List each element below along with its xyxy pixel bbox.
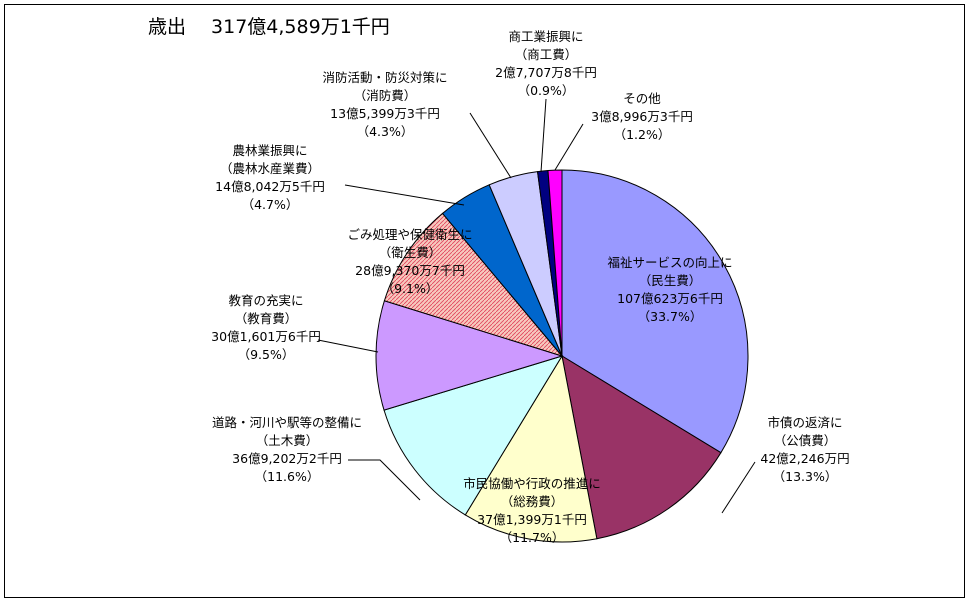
pie-slice-教育費 <box>375 300 564 411</box>
slice-label-教育費: 教育の充実に （教育費） 30億1,601万6千円 （9.5%） <box>211 293 321 362</box>
slice-label-line: その他 <box>623 91 661 106</box>
slice-label-line: （消防費） <box>354 88 417 103</box>
pie-slice-衛生費 <box>383 212 564 357</box>
slice-label-line: 3億8,996万3千円 <box>591 109 693 124</box>
slice-label-line: （衛生費） <box>379 245 442 260</box>
slice-label-line: （4.3%） <box>357 124 414 139</box>
pie-slice-総務費 <box>464 354 598 543</box>
slice-label-line: （11.7%） <box>500 530 565 545</box>
slice-label-line: （教育費） <box>235 311 298 326</box>
leader-line-消防費 <box>469 112 512 179</box>
slice-label-line: 13億5,399万3千円 <box>330 106 440 121</box>
slice-label-消防費: 消防活動・防災対策に （消防費） 13億5,399万3千円 （4.3%） <box>322 70 447 139</box>
slice-label-民生費: 福祉サービスの向上に （民生費） 107億623万6千円 （33.7%） <box>607 255 732 324</box>
slice-label-line: （土木費） <box>256 433 319 448</box>
slice-label-line: 教育の充実に <box>228 293 303 308</box>
slice-label-土木費: 道路・河川や駅等の整備に （土木費） 36億9,202万2千円 （11.6%） <box>212 415 362 484</box>
slice-label-農林水産業費: 農林業振興に （農林水産業費） 14億8,042万5千円 （4.7%） <box>215 143 325 212</box>
slice-label-line: 消防活動・防災対策に <box>322 70 447 85</box>
slice-label-line: （33.7%） <box>638 309 703 324</box>
slice-label-公債費: 市債の返済に （公債費） 42億2,246万円 （13.3%） <box>760 415 849 484</box>
slice-label-line: （11.6%） <box>255 469 320 484</box>
slice-label-line: （9.1%） <box>382 281 439 296</box>
slice-label-line: 2億7,707万8千円 <box>495 65 597 80</box>
slice-label-line: 107億623万6千円 <box>617 291 723 306</box>
slice-label-line: 14億8,042万5千円 <box>215 179 325 194</box>
leader-line-公債費 <box>721 461 756 514</box>
leader-line-その他 <box>554 123 584 171</box>
slice-label-line: （9.5%） <box>238 347 295 362</box>
slice-label-line: 道路・河川や駅等の整備に <box>212 415 362 430</box>
slice-label-line: 37億1,399万1千円 <box>477 512 587 527</box>
slice-label-商工費: 商工業振興に （商工費） 2億7,707万8千円 （0.9%） <box>495 29 597 98</box>
slice-label-衛生費: ごみ処理や保健衛生に （衛生費） 28億9,370万7千円 （9.1%） <box>347 227 472 296</box>
leader-line-土木費 <box>348 459 421 501</box>
leader-line-商工費 <box>540 98 547 173</box>
slice-label-line: （1.2%） <box>614 127 671 142</box>
slice-label-line: （4.7%） <box>242 197 299 212</box>
slice-label-line: 福祉サービスの向上に <box>607 255 732 270</box>
slice-label-line: 市民協働や行政の推進に <box>463 476 601 491</box>
slice-label-line: ごみ処理や保健衛生に <box>347 227 472 242</box>
pie-slice-土木費 <box>383 355 564 516</box>
slice-label-line: 市債の返済に <box>767 415 842 430</box>
slice-label-line: （農林水産業費） <box>220 161 320 176</box>
slice-label-line: 農林業振興に <box>232 143 307 158</box>
slice-label-line: 42億2,246万円 <box>760 451 849 466</box>
slice-label-line: 30億1,601万6千円 <box>211 329 321 344</box>
pie-slice-その他 <box>547 169 563 357</box>
pie-slice-公債費 <box>561 354 722 540</box>
slice-label-line: （民生費） <box>639 273 702 288</box>
slice-label-line: 28億9,370万7千円 <box>355 263 465 278</box>
slice-label-総務費: 市民協働や行政の推進に （総務費） 37億1,399万1千円 （11.7%） <box>463 476 601 545</box>
slice-label-line: （13.3%） <box>773 469 838 484</box>
slice-label-line: （総務費） <box>501 494 564 509</box>
slice-label-line: 商工業振興に <box>508 29 583 44</box>
leader-line-教育費 <box>317 339 379 353</box>
slice-label-その他: その他 3億8,996万3千円 （1.2%） <box>591 91 693 142</box>
slice-label-line: （公債費） <box>774 433 837 448</box>
slice-label-line: （商工費） <box>515 47 578 62</box>
chart-title: 歳出 317億4,589万1千円 <box>148 16 390 38</box>
slice-label-line: 36億9,202万2千円 <box>232 451 342 466</box>
slice-label-line: （0.9%） <box>518 83 575 98</box>
leader-line-農林水産業費 <box>344 184 465 206</box>
pie-slice-民生費 <box>561 169 749 454</box>
